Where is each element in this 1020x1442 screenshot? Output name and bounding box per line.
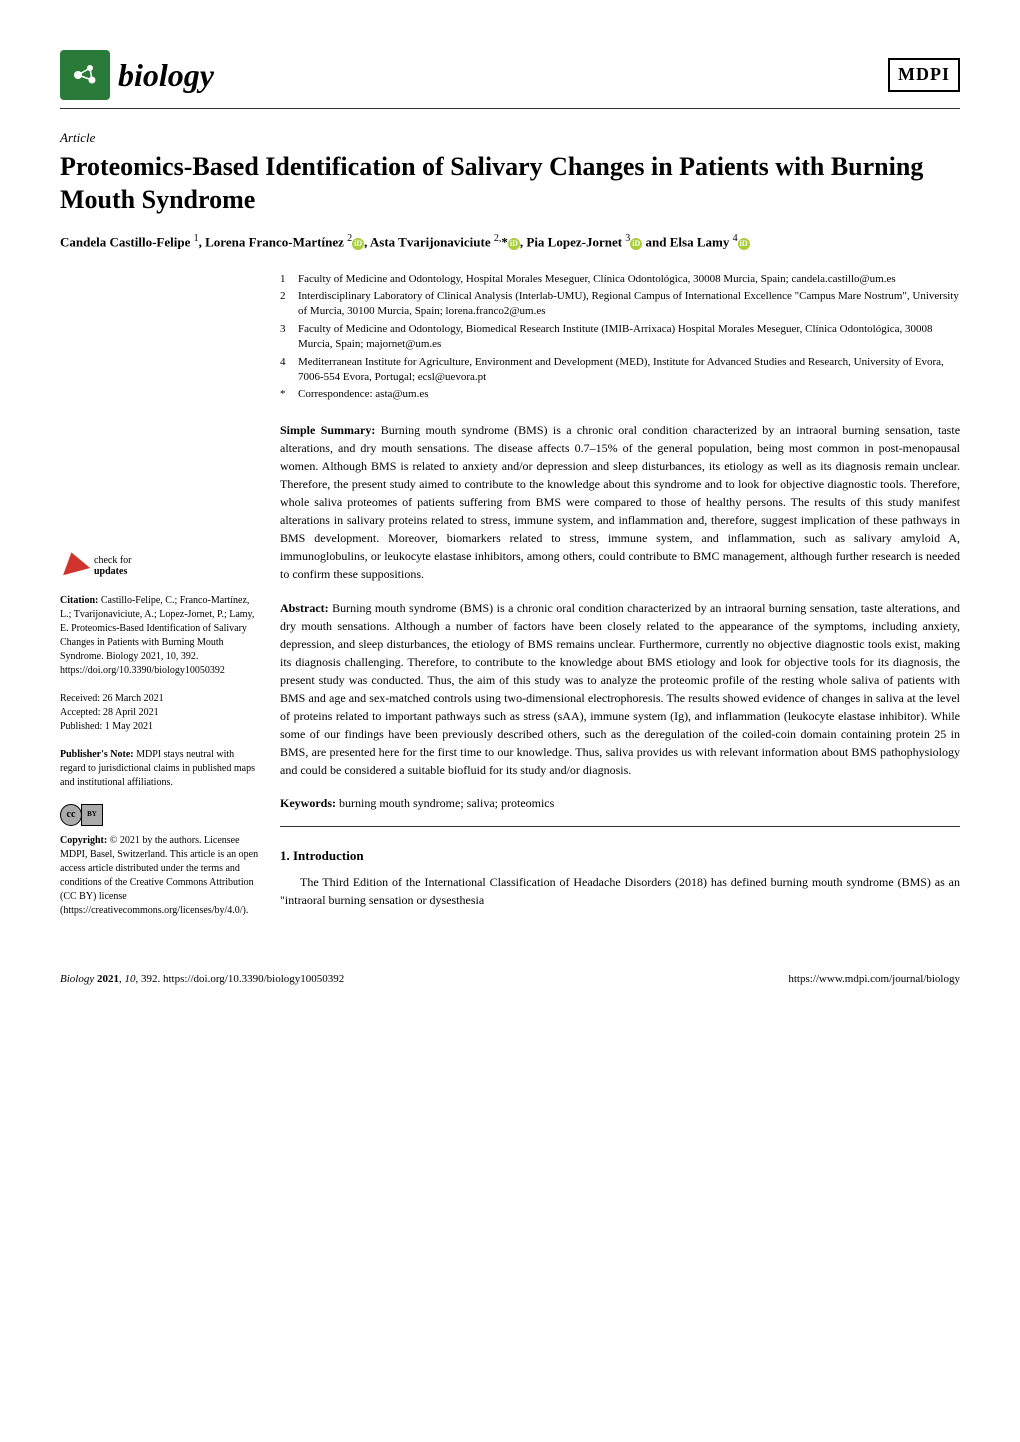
main-content: 1 Faculty of Medicine and Odontology, Ho… xyxy=(280,272,960,932)
affiliations: 1 Faculty of Medicine and Odontology, Ho… xyxy=(280,272,960,403)
keywords-text: burning mouth syndrome; saliva; proteomi… xyxy=(339,796,554,810)
sidebar: check forupdates Citation: Castillo-Feli… xyxy=(60,272,260,932)
affiliation-num: 1 xyxy=(280,272,290,287)
citation-label: Citation: xyxy=(60,595,98,606)
publisher-note-block: Publisher's Note: MDPI stays neutral wit… xyxy=(60,748,260,790)
affiliation-text: Faculty of Medicine and Odontology, Biom… xyxy=(298,322,960,353)
footer-left: Biology 2021, 10, 392. https://doi.org/1… xyxy=(60,972,344,987)
cc-badge: cc BY xyxy=(60,804,103,826)
affiliation-text: Faculty of Medicine and Odontology, Hosp… xyxy=(298,272,896,287)
page-container: biology MDPI Article Proteomics-Based Id… xyxy=(0,0,1020,1017)
simple-summary: Simple Summary: Burning mouth syndrome (… xyxy=(280,421,960,583)
affiliation-text: Mediterranean Institute for Agriculture,… xyxy=(298,355,960,386)
check-updates-text: check forupdates xyxy=(94,555,131,577)
orcid-icon: iD xyxy=(508,238,520,250)
affiliation-row: 4 Mediterranean Institute for Agricultur… xyxy=(280,355,960,386)
page-footer: Biology 2021, 10, 392. https://doi.org/1… xyxy=(60,952,960,987)
copyright-text: © 2021 by the authors. Licensee MDPI, Ba… xyxy=(60,835,258,916)
journal-logo: biology xyxy=(60,50,214,100)
published-date: Published: 1 May 2021 xyxy=(60,720,260,734)
orcid-icon: iD xyxy=(352,238,364,250)
journal-icon xyxy=(60,50,110,100)
keywords: Keywords: burning mouth syndrome; saliva… xyxy=(280,795,960,827)
affiliation-num: 3 xyxy=(280,322,290,353)
affiliation-row: 2 Interdisciplinary Laboratory of Clinic… xyxy=(280,289,960,320)
check-updates-block[interactable]: check forupdates xyxy=(60,552,260,580)
publisher-logo: MDPI xyxy=(888,58,960,91)
abstract: Abstract: Burning mouth syndrome (BMS) i… xyxy=(280,599,960,779)
cc-icon: cc xyxy=(60,804,82,826)
accepted-date: Accepted: 28 April 2021 xyxy=(60,706,260,720)
footer-right[interactable]: https://www.mdpi.com/journal/biology xyxy=(788,972,960,987)
affiliation-num: * xyxy=(280,387,290,402)
two-column-layout: check forupdates Citation: Castillo-Feli… xyxy=(60,272,960,932)
copyright-label: Copyright: xyxy=(60,835,107,846)
cc-by-icon: BY xyxy=(81,804,103,826)
summary-label: Simple Summary: xyxy=(280,423,375,437)
article-title: Proteomics-Based Identification of Saliv… xyxy=(60,151,960,216)
body-paragraph: The Third Edition of the International C… xyxy=(280,873,960,909)
affiliation-num: 2 xyxy=(280,289,290,320)
dates-block: Received: 26 March 2021 Accepted: 28 Apr… xyxy=(60,692,260,734)
orcid-icon: iD xyxy=(630,238,642,250)
abstract-text: Burning mouth syndrome (BMS) is a chroni… xyxy=(280,601,960,777)
citation-text: Castillo-Felipe, C.; Franco-Martínez, L.… xyxy=(60,595,254,676)
header-row: biology MDPI xyxy=(60,50,960,109)
authors-line: Candela Castillo-Felipe 1, Lorena Franco… xyxy=(60,232,960,252)
received-date: Received: 26 March 2021 xyxy=(60,692,260,706)
article-type: Article xyxy=(60,129,960,147)
section-heading: 1. Introduction xyxy=(280,847,960,865)
check-updates-icon xyxy=(60,552,88,580)
affiliation-num: 4 xyxy=(280,355,290,386)
summary-text: Burning mouth syndrome (BMS) is a chroni… xyxy=(280,423,960,581)
license-block: cc BY Copyright: © 2021 by the authors. … xyxy=(60,804,260,918)
orcid-icon: iD xyxy=(738,238,750,250)
affiliation-text: Correspondence: asta@um.es xyxy=(298,387,428,402)
abstract-label: Abstract: xyxy=(280,601,329,615)
affiliation-row: 3 Faculty of Medicine and Odontology, Bi… xyxy=(280,322,960,353)
publisher-note-label: Publisher's Note: xyxy=(60,749,134,760)
affiliation-row: 1 Faculty of Medicine and Odontology, Ho… xyxy=(280,272,960,287)
affiliation-row: * Correspondence: asta@um.es xyxy=(280,387,960,402)
citation-block: Citation: Castillo-Felipe, C.; Franco-Ma… xyxy=(60,594,260,678)
journal-name: biology xyxy=(118,53,214,98)
affiliation-text: Interdisciplinary Laboratory of Clinical… xyxy=(298,289,960,320)
keywords-label: Keywords: xyxy=(280,796,336,810)
